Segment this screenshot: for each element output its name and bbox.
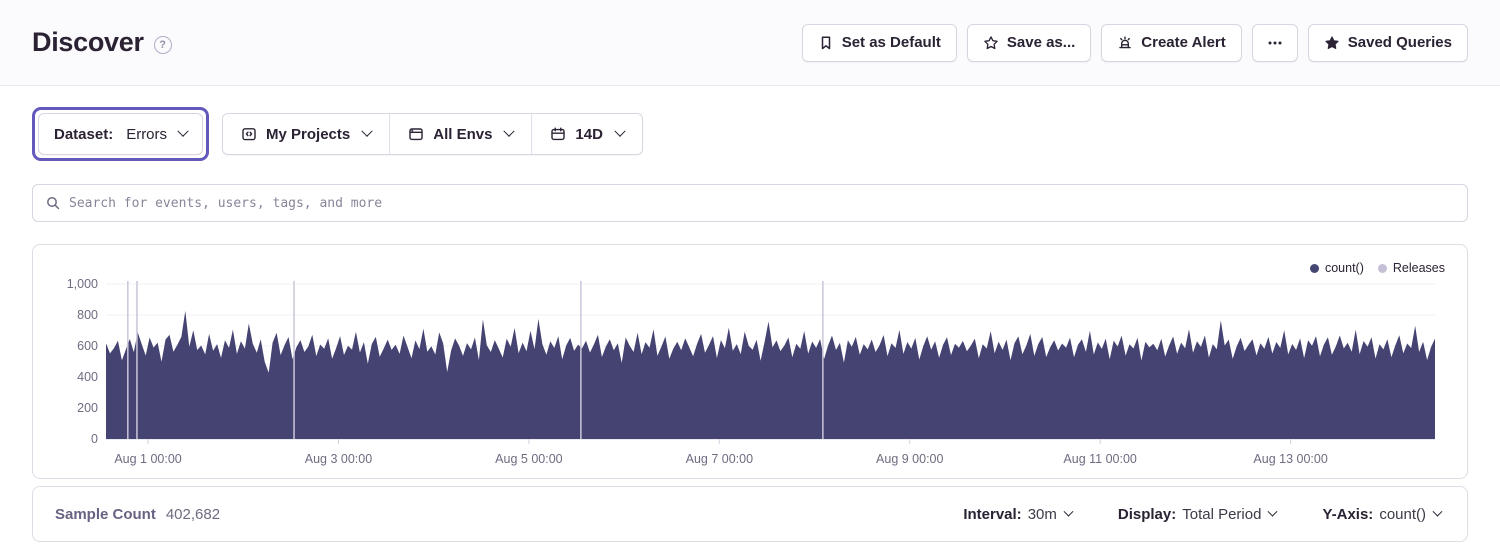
more-options-button[interactable] xyxy=(1251,23,1298,62)
projects-dropdown[interactable]: My Projects xyxy=(223,114,390,154)
events-chart-panel: count() Releases 0 200 400 600 800 1,000 Aug … xyxy=(32,244,1468,479)
page-header: Discover ? Set as Default Save as... Cre… xyxy=(0,0,1500,86)
ellipsis-icon xyxy=(1268,41,1282,44)
display-dropdown[interactable]: Display: Total Period xyxy=(1117,505,1278,523)
environments-value: All Envs xyxy=(433,125,493,143)
legend-label: count() xyxy=(1324,261,1364,275)
chevron-down-icon xyxy=(1432,506,1443,517)
yaxis-value: count() xyxy=(1379,505,1426,523)
chevron-down-icon xyxy=(1268,506,1278,517)
chart-legend: count() Releases xyxy=(1309,261,1445,275)
search-input[interactable] xyxy=(69,185,1455,221)
yaxis-dropdown[interactable]: Y-Axis: count() xyxy=(1322,505,1443,523)
chevron-down-icon xyxy=(177,125,189,137)
dataset-dropdown[interactable]: Dataset: Errors xyxy=(38,113,204,155)
siren-icon xyxy=(1119,36,1131,48)
legend-item-releases[interactable]: Releases xyxy=(1377,261,1445,275)
bookmark-icon xyxy=(821,35,830,49)
set-as-default-button[interactable]: Set as Default xyxy=(801,23,957,62)
button-label: Set as Default xyxy=(841,34,941,51)
search-bar xyxy=(32,184,1468,222)
save-as-button[interactable]: Save as... xyxy=(966,23,1092,62)
interval-dropdown[interactable]: Interval: 30m xyxy=(963,505,1074,523)
legend-label: Releases xyxy=(1392,261,1445,275)
environments-dropdown[interactable]: All Envs xyxy=(389,114,532,154)
area-chart[interactable] xyxy=(106,281,1435,445)
dataset-filter-highlight: Dataset: Errors xyxy=(32,107,210,161)
interval-value: 30m xyxy=(1027,505,1057,523)
chevron-down-icon xyxy=(503,125,516,137)
header-actions: Set as Default Save as... Create Alert S… xyxy=(801,23,1468,62)
star-filled-icon xyxy=(1325,35,1339,49)
display-label: Display: xyxy=(1117,505,1177,523)
button-label: Save as... xyxy=(1006,34,1076,51)
chart-footer: Sample Count 402,682 Interval: 30m Displ… xyxy=(32,486,1468,542)
page-filter-bar: My Projects All Envs 14D xyxy=(222,113,643,155)
display-value: Total Period xyxy=(1182,505,1262,523)
legend-item-count[interactable]: count() xyxy=(1309,261,1364,275)
interval-label: Interval: xyxy=(963,505,1022,523)
dataset-label: Dataset: xyxy=(54,125,114,143)
star-outline-icon xyxy=(984,35,998,49)
dataset-value: Errors xyxy=(126,125,168,143)
releases-dot-icon xyxy=(1377,263,1387,273)
saved-queries-button[interactable]: Saved Queries xyxy=(1307,23,1468,62)
chevron-down-icon xyxy=(361,125,373,137)
window-icon xyxy=(409,128,423,141)
filter-row: Dataset: Errors My Projects All Envs 14D xyxy=(32,107,1468,161)
sample-count-label: Sample Count xyxy=(55,505,156,523)
create-alert-button[interactable]: Create Alert xyxy=(1101,23,1242,62)
date-range-dropdown[interactable]: 14D xyxy=(531,114,642,154)
button-label: Saved Queries xyxy=(1347,34,1452,51)
date-range-value: 14D xyxy=(575,125,603,143)
sample-count-value: 402,682 xyxy=(165,505,221,523)
help-icon[interactable]: ? xyxy=(153,35,172,54)
project-icon xyxy=(242,128,256,141)
chevron-down-icon xyxy=(614,125,626,137)
page-title: Discover xyxy=(32,27,144,57)
count-series-dot-icon xyxy=(1309,263,1319,273)
calendar-icon xyxy=(551,127,566,141)
search-icon xyxy=(47,197,60,210)
sample-count: Sample Count 402,682 xyxy=(55,506,220,523)
chevron-down-icon xyxy=(1063,506,1074,517)
button-label: Create Alert xyxy=(1141,34,1226,51)
yaxis-label: Y-Axis: xyxy=(1322,505,1374,523)
y-axis-labels: 0 200 400 600 800 1,000 xyxy=(66,277,98,446)
projects-value: My Projects xyxy=(266,125,351,143)
